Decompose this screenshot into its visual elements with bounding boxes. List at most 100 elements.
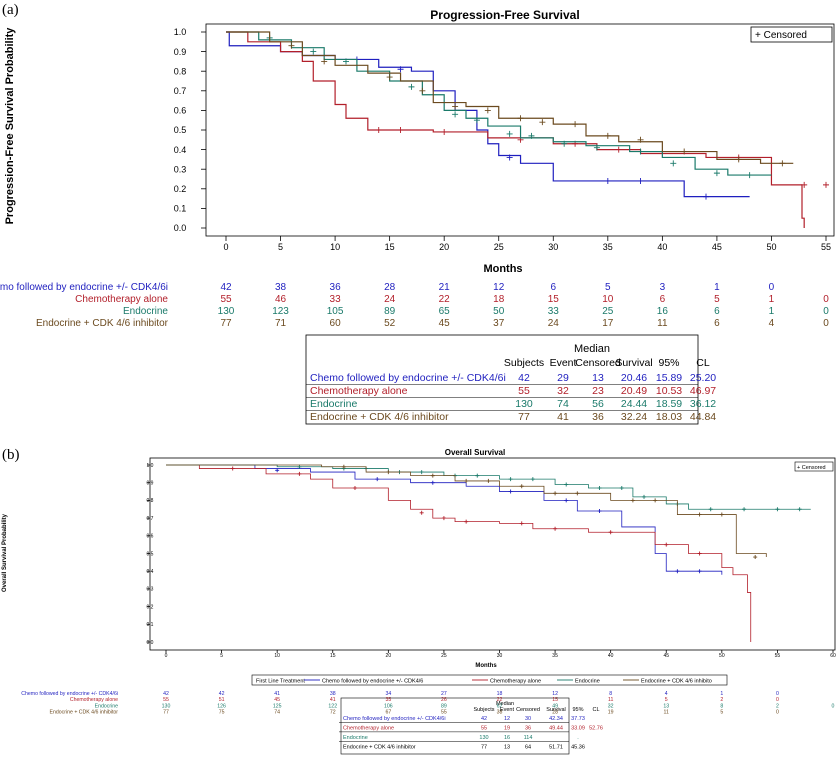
os-risk-count: 126 (217, 703, 226, 709)
os-risk-count: 5 (720, 710, 723, 716)
os-y-tick-label: 0.2 (147, 604, 154, 610)
pfs-risk-count: 6 (550, 282, 556, 293)
os-summary-value: . (577, 735, 579, 741)
os-risk-count: 72 (330, 710, 336, 716)
os-summary-value: 19 (504, 726, 510, 732)
pfs-censor-mark (637, 148, 644, 155)
os-censor-mark (719, 512, 724, 517)
pfs-censor-mark (484, 107, 491, 114)
pfs-censor-mark (615, 146, 622, 153)
pfs-censor-mark (386, 74, 393, 81)
pfs-risk-count: 89 (384, 306, 396, 317)
pfs-censor-mark (375, 127, 382, 133)
pfs-risk-count: 24 (548, 318, 560, 329)
os-risk-count: 4 (665, 691, 668, 697)
os-censor-mark (564, 482, 569, 487)
os-summary-value: 52.76 (589, 726, 603, 732)
pfs-risk-count: 37 (493, 318, 505, 329)
os-summary-table-border (340, 697, 570, 755)
pfs-risk-count: 25 (602, 306, 614, 317)
pfs-censor-mark (823, 181, 829, 188)
pfs-censor-mark (604, 177, 611, 184)
pfs-risk-count: 38 (275, 282, 287, 293)
pfs-summary-header: CL (696, 357, 710, 369)
os-risk-count: 15 (552, 697, 558, 703)
pfs-summary-header: Survival (615, 357, 652, 369)
os-y-tick-label: 0.9 (147, 480, 154, 486)
pfs-risk-count: 65 (439, 306, 451, 317)
os-censor-mark (508, 489, 513, 494)
os-censor-mark (697, 512, 702, 517)
pfs-summary-value: 77 (518, 411, 530, 423)
os-summary-value: 64 (525, 745, 531, 751)
pfs-censor-mark (539, 119, 546, 126)
pfs-series-line-chemotherapy-alone (226, 31, 805, 228)
os-censor-legend: + Censored (794, 461, 834, 472)
os-risk-count: 45 (274, 697, 280, 703)
pfs-censor-mark (561, 140, 568, 147)
os-summary-value: 55 (481, 726, 487, 732)
os-risk-count: 34 (385, 691, 391, 697)
os-risk-row-label: Chemotherapy alone (70, 697, 118, 703)
os-x-tick-label: 55 (775, 653, 781, 659)
os-series-line-endocrine (166, 464, 811, 510)
pfs-summary-value: 36 (592, 411, 604, 423)
os-risk-count: 13 (663, 703, 669, 709)
pfs-summary-row-label: Chemo followed by endocrine +/- CDK4/6i (310, 372, 506, 384)
pfs-summary-row-label: Endocrine (310, 398, 357, 410)
os-censor-mark (430, 473, 435, 478)
os-risk-count: 106 (384, 703, 393, 709)
os-treatment-legend: First Line Treatment (251, 674, 728, 686)
pfs-risk-count: 10 (602, 294, 614, 305)
os-x-tick-label: 40 (608, 653, 614, 659)
os-censor-mark (742, 507, 747, 512)
os-censor-mark (575, 491, 580, 496)
pfs-y-tick-label: 0.1 (174, 204, 187, 214)
pfs-summary-row-label: Chemotherapy alone (310, 385, 408, 397)
pfs-risk-row-label: Endocrine + CDK 4/6 inhibitor (36, 318, 169, 329)
os-y-axis-label: Overall Survival Probability (2, 513, 8, 592)
os-y-tick-label: 0.3 (147, 587, 154, 593)
os-risk-count: 0 (776, 691, 779, 697)
pfs-summary-value: 44.84 (690, 411, 716, 423)
pfs-risk-count: 28 (384, 282, 396, 293)
pfs-risk-count: 18 (493, 294, 505, 305)
os-summary-value: 42 (481, 716, 487, 722)
os-censor-mark (297, 464, 302, 469)
pfs-censor-mark (681, 148, 688, 155)
os-x-tick-label: 20 (386, 653, 392, 659)
os-risk-count: 77 (163, 710, 169, 716)
os-censor-legend-text: + Censored (797, 465, 826, 471)
os-summary-median-header: Median (496, 701, 514, 707)
pfs-summary-value: 55 (518, 385, 530, 397)
pfs-risk-row-label: Chemotherapy alone (75, 294, 168, 305)
os-risk-count: 55 (163, 697, 169, 703)
os-y-tick-label: 0.6 (147, 534, 154, 540)
pfs-censor-mark (604, 132, 611, 139)
pfs-risk-count: 22 (439, 294, 451, 305)
pfs-censor-mark (637, 136, 644, 143)
pfs-x-tick-label: 25 (494, 242, 504, 252)
os-summary-value: 36 (525, 726, 531, 732)
pfs-censor-mark (321, 58, 328, 65)
pfs-x-tick-label: 50 (766, 242, 776, 252)
os-risk-count: 49 (552, 703, 558, 709)
os-risk-count: 26 (441, 697, 447, 703)
pfs-x-tick-label: 35 (603, 242, 613, 252)
pfs-summary-value: 42 (518, 372, 530, 384)
pfs-risk-count: 0 (823, 294, 829, 305)
pfs-risk-count: 17 (602, 318, 614, 329)
os-series-line-endocrine-cdk-4-6-inhibitor (166, 464, 767, 558)
os-summary-value: 42.34 (549, 716, 563, 722)
pfs-y-tick-label: 0.8 (174, 66, 187, 76)
os-summary-value: 12 (504, 716, 510, 722)
pfs-risk-count: 50 (493, 306, 505, 317)
os-summary-value: 37.73 (571, 716, 585, 722)
pfs-censor-mark (288, 42, 295, 49)
pfs-summary-row-label: Endocrine + CDK 4/6 inhibitor (310, 411, 449, 423)
os-x-tick-label: 35 (552, 653, 558, 659)
pfs-summary-value: 10.53 (656, 385, 682, 397)
os-censor-mark (608, 530, 613, 535)
os-y-tick-label: 0.4 (147, 569, 154, 575)
os-summary-header: Event (500, 707, 515, 713)
